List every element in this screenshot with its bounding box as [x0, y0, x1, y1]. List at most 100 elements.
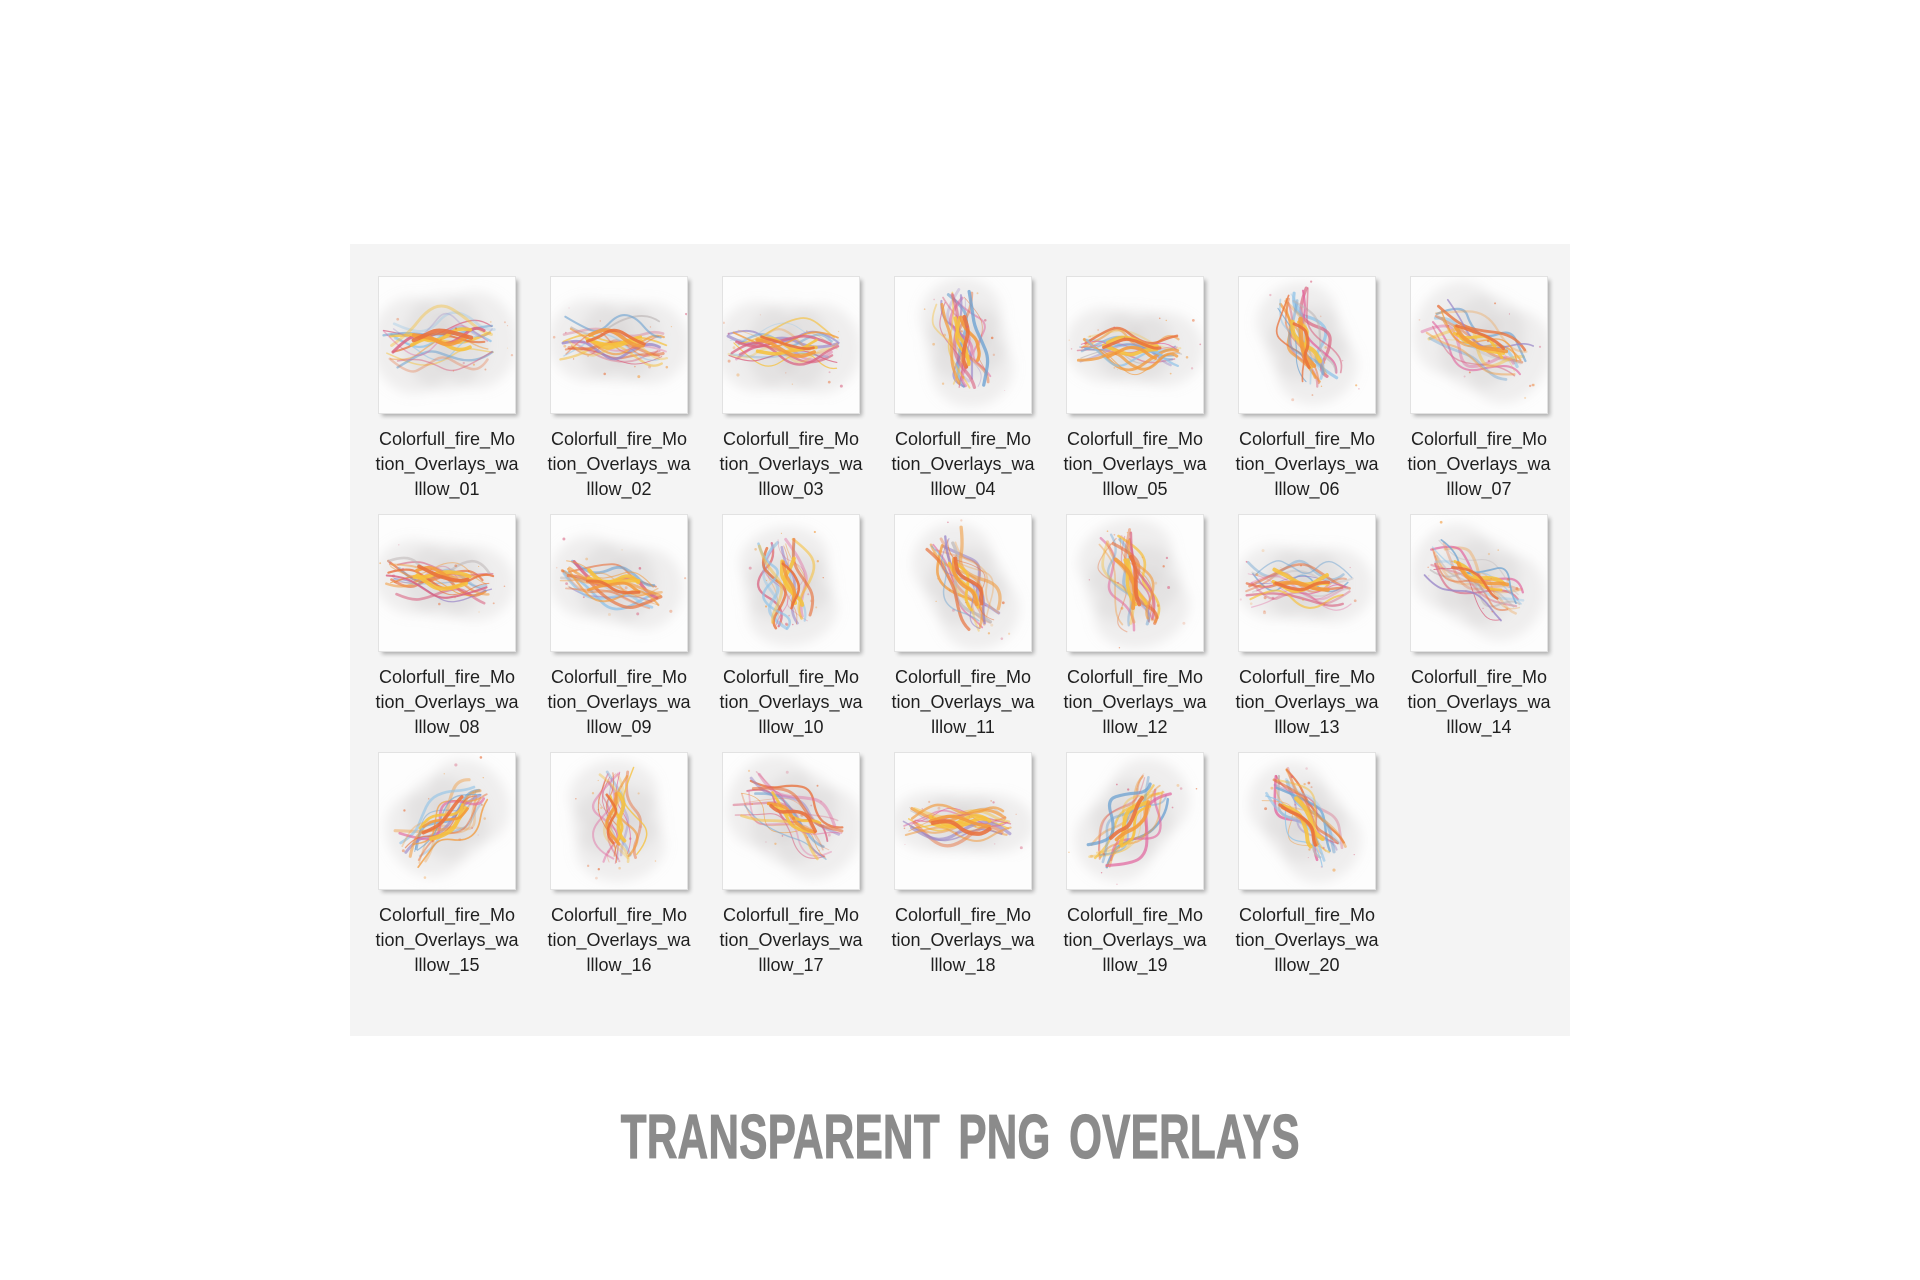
file-name-line: tion_Overlays_wa	[719, 454, 863, 474]
file-name-line: Colorfull_fire_Mo	[894, 429, 1032, 449]
file-thumbnail[interactable]	[378, 276, 516, 414]
file-thumbnail[interactable]	[894, 514, 1032, 652]
file-name-line: lllow_08	[414, 717, 480, 737]
file-name: Colorfull_fire_Mo tion_Overlays_wa lllow_1…	[705, 665, 877, 740]
file-name-line: tion_Overlays_wa	[1235, 454, 1379, 474]
file-name-line: Colorfull_fire_Mo	[1410, 667, 1548, 687]
file-name: Colorfull_fire_Mo tion_Overlays_wa lllow_1…	[1049, 665, 1221, 740]
file-thumbnail[interactable]	[550, 752, 688, 890]
file-item-19[interactable]: Colorfull_fire_Mo tion_Overlays_wa lllow_1…	[1049, 752, 1221, 990]
file-name: Colorfull_fire_Mo tion_Overlays_wa lllow_0…	[705, 427, 877, 502]
file-item-10[interactable]: Colorfull_fire_Mo tion_Overlays_wa lllow_1…	[705, 514, 877, 752]
file-item-04[interactable]: Colorfull_fire_Mo tion_Overlays_wa lllow_0…	[877, 276, 1049, 514]
file-item-05[interactable]: Colorfull_fire_Mo tion_Overlays_wa lllow_0…	[1049, 276, 1221, 514]
file-name-line: tion_Overlays_wa	[1407, 454, 1551, 474]
file-item-01[interactable]: Colorfull_fire_Mo tion_Overlays_wa lllow_0…	[361, 276, 533, 514]
file-name-line: tion_Overlays_wa	[547, 454, 691, 474]
fire-overlay-art	[723, 301, 859, 394]
file-name: Colorfull_fire_Mo tion_Overlays_wa lllow_1…	[361, 903, 533, 978]
file-item-15[interactable]: Colorfull_fire_Mo tion_Overlays_wa lllow_1…	[361, 752, 533, 990]
file-name-line: Colorfull_fire_Mo	[722, 667, 860, 687]
file-item-12[interactable]: Colorfull_fire_Mo tion_Overlays_wa lllow_1…	[1049, 514, 1221, 752]
file-name-line: Colorfull_fire_Mo	[550, 667, 688, 687]
file-name-line: lllow_03	[758, 479, 824, 499]
file-thumbnail[interactable]	[894, 752, 1032, 890]
file-name: Colorfull_fire_Mo tion_Overlays_wa lllow_1…	[877, 665, 1049, 740]
file-item-08[interactable]: Colorfull_fire_Mo tion_Overlays_wa lllow_0…	[361, 514, 533, 752]
file-thumbnail[interactable]	[550, 514, 688, 652]
fire-overlay-art	[1256, 280, 1360, 405]
file-name: Colorfull_fire_Mo tion_Overlays_wa lllow_0…	[1049, 427, 1221, 502]
file-item-09[interactable]: Colorfull_fire_Mo tion_Overlays_wa lllow_0…	[533, 514, 705, 752]
file-name-line: lllow_12	[1102, 717, 1168, 737]
page-heading: TRANSPARENT PNG OVERLAYS	[0, 1103, 1920, 1172]
file-name-line: tion_Overlays_wa	[1063, 930, 1207, 950]
file-name-line: Colorfull_fire_Mo	[1238, 667, 1376, 687]
file-name-line: Colorfull_fire_Mo	[1410, 429, 1548, 449]
file-name-line: tion_Overlays_wa	[719, 930, 863, 950]
file-item-17[interactable]: Colorfull_fire_Mo tion_Overlays_wa lllow_1…	[705, 752, 877, 990]
file-name-line: Colorfull_fire_Mo	[722, 429, 860, 449]
file-name: Colorfull_fire_Mo tion_Overlays_wa lllow_0…	[533, 427, 705, 502]
fire-overlay-art	[912, 519, 1020, 650]
file-thumbnail[interactable]	[722, 276, 860, 414]
file-item-16[interactable]: Colorfull_fire_Mo tion_Overlays_wa lllow_1…	[533, 752, 705, 990]
gallery-panel: Colorfull_fire_Mo tion_Overlays_wa lllow_0…	[350, 244, 1570, 1036]
file-name: Colorfull_fire_Mo tion_Overlays_wa lllow_0…	[361, 427, 533, 502]
file-item-07[interactable]: Colorfull_fire_Mo tion_Overlays_wa lllow_0…	[1393, 276, 1565, 514]
file-thumbnail[interactable]	[378, 514, 516, 652]
file-name-line: lllow_20	[1274, 955, 1340, 975]
file-name-line: lllow_15	[414, 955, 480, 975]
file-name-line: tion_Overlays_wa	[547, 930, 691, 950]
file-item-02[interactable]: Colorfull_fire_Mo tion_Overlays_wa lllow_0…	[533, 276, 705, 514]
file-grid: Colorfull_fire_Mo tion_Overlays_wa lllow_0…	[361, 276, 1565, 990]
file-name-line: Colorfull_fire_Mo	[378, 429, 516, 449]
fire-overlay-art	[726, 755, 859, 880]
file-thumbnail[interactable]	[1238, 514, 1376, 652]
heading-text: TRANSPARENT PNG OVERLAYS	[620, 1103, 1300, 1172]
file-name-line: Colorfull_fire_Mo	[894, 905, 1032, 925]
file-item-03[interactable]: Colorfull_fire_Mo tion_Overlays_wa lllow_0…	[705, 276, 877, 514]
fire-overlay-art	[1413, 281, 1547, 404]
fire-overlay-art	[919, 277, 1014, 408]
file-thumbnail[interactable]	[1066, 276, 1204, 414]
file-name-line: lllow_01	[414, 479, 480, 499]
file-name-line: lllow_07	[1446, 479, 1512, 499]
fire-overlay-art	[551, 535, 687, 630]
fire-overlay-art	[1068, 758, 1198, 885]
file-name-line: tion_Overlays_wa	[891, 454, 1035, 474]
fire-overlay-art	[379, 539, 515, 621]
file-thumbnail[interactable]	[550, 276, 688, 414]
file-name-line: lllow_11	[931, 717, 995, 737]
file-name: Colorfull_fire_Mo tion_Overlays_wa lllow_0…	[1221, 427, 1393, 502]
file-thumbnail[interactable]	[1410, 514, 1548, 652]
file-name-line: tion_Overlays_wa	[1235, 692, 1379, 712]
file-item-13[interactable]: Colorfull_fire_Mo tion_Overlays_wa lllow_1…	[1221, 514, 1393, 752]
file-name-line: tion_Overlays_wa	[1235, 930, 1379, 950]
file-name-line: lllow_04	[930, 479, 996, 499]
file-name-line: Colorfull_fire_Mo	[1066, 429, 1204, 449]
file-item-18[interactable]: Colorfull_fire_Mo tion_Overlays_wa lllow_1…	[877, 752, 1049, 990]
file-name: Colorfull_fire_Mo tion_Overlays_wa lllow_1…	[1221, 665, 1393, 740]
file-thumbnail[interactable]	[722, 752, 860, 890]
file-thumbnail[interactable]	[1238, 752, 1376, 890]
file-item-11[interactable]: Colorfull_fire_Mo tion_Overlays_wa lllow_1…	[877, 514, 1049, 752]
fire-overlay-art	[551, 298, 687, 385]
file-name: Colorfull_fire_Mo tion_Overlays_wa lllow_1…	[1393, 665, 1565, 740]
fire-overlay-art	[895, 791, 1031, 854]
file-thumbnail[interactable]	[722, 514, 860, 652]
file-item-06[interactable]: Colorfull_fire_Mo tion_Overlays_wa lllow_0…	[1221, 276, 1393, 514]
file-thumbnail[interactable]	[894, 276, 1032, 414]
file-thumbnail[interactable]	[1066, 514, 1204, 652]
file-thumbnail[interactable]	[1066, 752, 1204, 890]
file-name: Colorfull_fire_Mo tion_Overlays_wa lllow_1…	[705, 903, 877, 978]
file-name-line: lllow_16	[586, 955, 652, 975]
file-thumbnail[interactable]	[1238, 276, 1376, 414]
fire-overlay-art	[385, 756, 510, 879]
file-thumbnail[interactable]	[1410, 276, 1548, 414]
file-name-line: lllow_09	[586, 717, 652, 737]
file-name-line: lllow_02	[586, 479, 652, 499]
file-item-20[interactable]: Colorfull_fire_Mo tion_Overlays_wa lllow_2…	[1221, 752, 1393, 990]
file-thumbnail[interactable]	[378, 752, 516, 890]
file-item-14[interactable]: Colorfull_fire_Mo tion_Overlays_wa lllow_1…	[1393, 514, 1565, 752]
